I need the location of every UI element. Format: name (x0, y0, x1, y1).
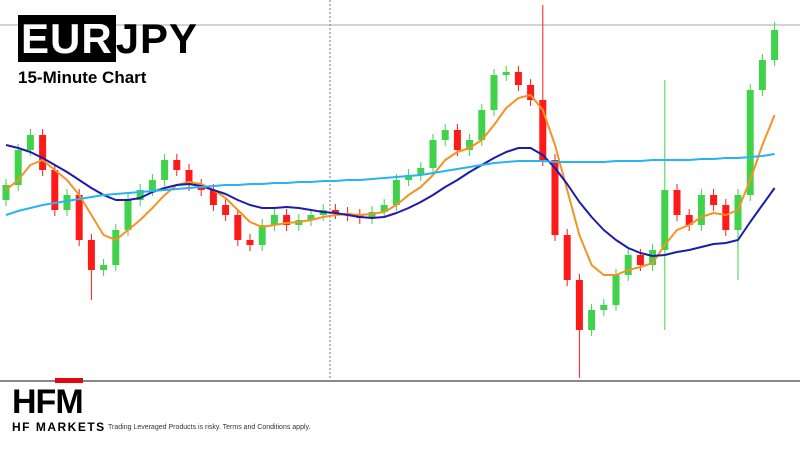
candle-body (173, 160, 181, 170)
candle-body (161, 160, 169, 180)
candle-body (453, 130, 461, 150)
candle-body (502, 72, 510, 75)
candle-body (673, 190, 681, 215)
candle-body (331, 210, 339, 213)
candle-body (746, 90, 754, 195)
plot-area (2, 5, 779, 378)
candle-body (551, 160, 559, 235)
moving-average (5, 153, 775, 216)
candle-body (466, 140, 474, 150)
candle-body (685, 215, 693, 225)
candle-body (222, 205, 230, 215)
candle-body (307, 215, 315, 220)
candle-body (490, 75, 498, 110)
candle-body (209, 190, 217, 205)
candle-body (514, 72, 522, 85)
candle-body (75, 195, 83, 240)
candle-body (258, 225, 266, 245)
candle-body (112, 230, 120, 265)
chart-title: EURJPY (18, 15, 199, 62)
candle-body (575, 280, 583, 330)
candle-body (636, 255, 644, 265)
logo: HFM (12, 378, 84, 421)
candle-body (697, 195, 705, 225)
candle-body (26, 135, 34, 150)
candle-body (417, 168, 425, 175)
candle-body (612, 275, 620, 305)
candle-body (39, 135, 47, 170)
candle-body (246, 240, 254, 245)
candle-body (270, 215, 278, 225)
candle-body (124, 200, 132, 230)
logo-hf: HF (12, 383, 56, 421)
candle-body (588, 310, 596, 330)
title-box: EUR (18, 15, 116, 62)
candle-body (51, 170, 59, 210)
candle-body (380, 205, 388, 212)
candle-body (63, 195, 71, 210)
disclaimer: Trading Leveraged Products is risky. Ter… (108, 424, 311, 431)
candle-body (710, 195, 718, 205)
candle-body (14, 150, 22, 185)
candle-body (185, 170, 193, 185)
candle-body (87, 240, 95, 270)
candle-body (649, 250, 657, 265)
title-rest: JPY (115, 15, 199, 62)
candle-body (771, 30, 779, 60)
chart-subtitle: 15-Minute Chart (18, 68, 147, 87)
brand-name: HF MARKETS (12, 420, 106, 434)
candle-body (478, 110, 486, 140)
candle-body (661, 190, 669, 250)
candle-body (539, 100, 547, 160)
candle-body (429, 140, 437, 168)
candle-body (734, 195, 742, 230)
candle-body (758, 60, 766, 90)
candle-body (136, 190, 144, 200)
candle-body (600, 305, 608, 310)
candle-body (234, 215, 242, 240)
candle-body (441, 130, 449, 140)
candle-body (283, 215, 291, 225)
candle-body (148, 180, 156, 190)
candle-body (527, 85, 535, 100)
logo-m: M (55, 378, 84, 421)
candle-body (722, 205, 730, 230)
candle-body (624, 255, 632, 275)
candle-body (563, 235, 571, 280)
candle-body (392, 180, 400, 205)
candle-body (2, 185, 10, 200)
moving-average (5, 94, 776, 276)
moving-average (5, 144, 776, 257)
candle-body (100, 265, 108, 270)
candle-body (405, 175, 413, 180)
